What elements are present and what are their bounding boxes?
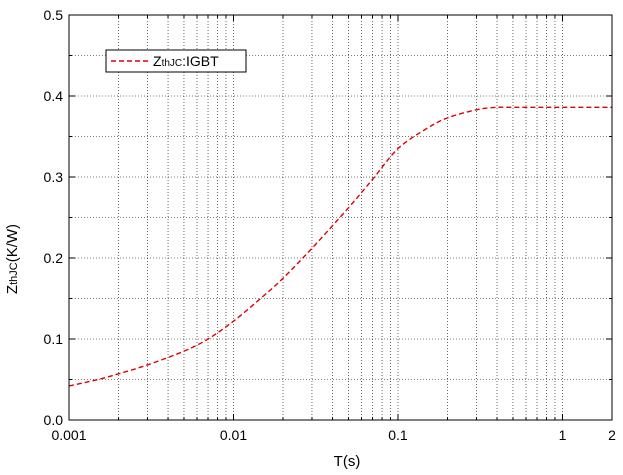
x-tick-label: 0.1 — [388, 427, 408, 443]
legend-label-main: Z — [153, 53, 162, 69]
y-axis-label-main: Z — [4, 285, 21, 294]
legend-box — [105, 49, 247, 73]
x-tick-label: 1 — [559, 427, 567, 443]
y-tick-label: 0.0 — [44, 412, 64, 428]
y-tick-label: 0.2 — [44, 250, 64, 266]
legend: ZthJC:IGBT — [105, 49, 247, 73]
y-axis-label: ZthJC(K/W) — [4, 224, 21, 294]
x-tick-label: 0.001 — [51, 427, 86, 443]
legend-label-tail: :IGBT — [182, 53, 219, 69]
legend-label: ZthJC:IGBT — [153, 53, 219, 69]
series-layer — [68, 106, 612, 387]
x-tick-label: 0.01 — [220, 427, 247, 443]
legend-label-sub: thJC — [162, 58, 183, 69]
axis-ticks: 0.001 0.01 0.1 1 2 0.0 0.1 0.2 0.3 0.4 0.5 — [44, 7, 617, 443]
y-tick-label: 0.1 — [44, 331, 64, 347]
y-tick-label: 0.4 — [44, 88, 64, 104]
y-tick-label: 0.3 — [44, 169, 64, 185]
y-tick-label: 0.5 — [44, 7, 64, 23]
x-axis-label: T(s) — [334, 453, 361, 470]
y-axis-label-tail: (K/W) — [4, 224, 21, 262]
series-line-zthjc-igbt — [68, 106, 612, 387]
x-tick-label: 2 — [608, 427, 616, 443]
grid-lines — [69, 15, 612, 420]
y-axis-label-sub: thJC — [8, 262, 20, 285]
